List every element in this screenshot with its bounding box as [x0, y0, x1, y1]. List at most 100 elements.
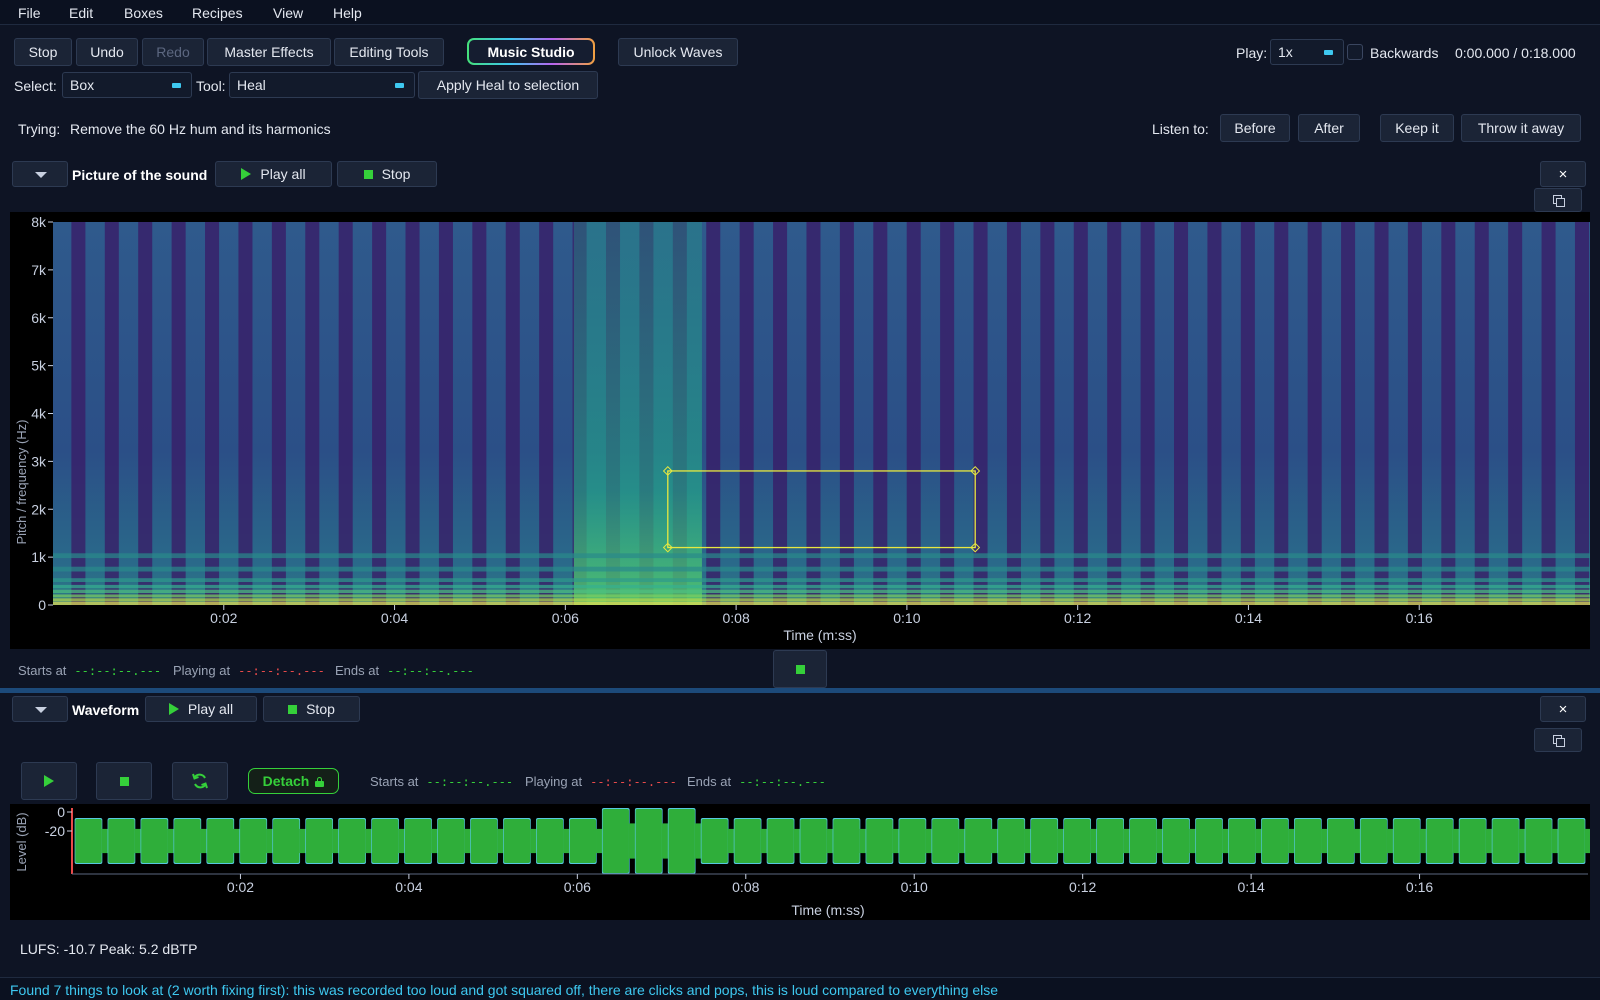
dropdown-marker-icon — [395, 83, 404, 88]
waveform-pulse-tail — [892, 828, 900, 854]
waveform-detach-button[interactable]: Detach — [248, 768, 339, 794]
playing-at-value: --:--:--.--- — [238, 664, 325, 678]
waveform-pulse-tail — [1386, 828, 1394, 854]
master-effects-button[interactable]: Master Effects — [207, 38, 331, 66]
selection-handles[interactable] — [662, 466, 981, 553]
waveform-transport-stop-button[interactable] — [96, 762, 152, 800]
waveform-detach-window-button[interactable] — [1534, 728, 1582, 752]
spectrogram-harmonic-band — [53, 553, 1590, 559]
waveform-collapse-toggle[interactable] — [12, 696, 68, 722]
waveform-pulse-tail — [925, 828, 933, 854]
waveform-pulse-tail — [530, 828, 537, 854]
spectrogram-stripe — [873, 222, 888, 605]
unlock-waves-button[interactable]: Unlock Waves — [618, 38, 738, 66]
waveform-x-axis: 0:02 0:04 0:06 0:08 0:10 0:12 0:14 0:16 — [72, 873, 1588, 895]
waveform-pulse — [1558, 819, 1585, 863]
menu-view[interactable]: View — [273, 5, 304, 21]
tool-dropdown[interactable]: Heal — [229, 72, 415, 98]
stop-button[interactable]: Stop — [14, 38, 72, 66]
waveform-pulse — [273, 819, 300, 863]
throw-away-button[interactable]: Throw it away — [1461, 114, 1581, 142]
copy-window-icon — [1552, 734, 1565, 747]
waveform-pulse — [75, 819, 102, 863]
waveform-play-all-button[interactable]: Play all — [145, 696, 257, 722]
waveform-stop-button[interactable]: Stop — [263, 696, 360, 722]
spectrogram-harmonic-band — [53, 589, 1590, 594]
chevron-down-icon — [35, 707, 47, 713]
spectrogram-stripe — [1407, 222, 1422, 605]
loop-icon — [192, 773, 208, 789]
waveform-chart[interactable]: 0 -20 0:02 0:04 0:06 0:08 0:10 0:12 0:14 0:16 Ti… — [10, 804, 1592, 920]
spectrogram-x-tick-label: 0:10 — [893, 610, 920, 626]
menu-recipes[interactable]: Recipes — [192, 5, 243, 21]
spectrogram-stripe — [940, 222, 955, 605]
backwards-label: Backwards — [1370, 45, 1439, 61]
spectrogram-stripe — [1541, 222, 1556, 605]
spectrogram-x-tick-label: 0:16 — [1406, 610, 1433, 626]
waveform-y-axis-label: Level (dB) — [14, 812, 29, 871]
spectrogram-stop-button[interactable]: Stop — [337, 161, 437, 187]
spectrogram-stripe — [1574, 222, 1589, 605]
waveform-x-tick-label: 0:16 — [1406, 879, 1433, 895]
listen-after-button[interactable]: After — [1298, 114, 1360, 142]
spectrogram-center-stop-button[interactable] — [773, 650, 827, 688]
waveform-play-button[interactable] — [21, 762, 77, 800]
tool-value: Heal — [237, 77, 266, 93]
spectrogram-y-tick-label: 0 — [38, 597, 46, 613]
select-mode-dropdown[interactable]: Box — [62, 72, 192, 98]
spectrogram-stripe — [372, 222, 387, 605]
waveform-pulse — [174, 819, 201, 863]
menu-help[interactable]: Help — [333, 5, 362, 21]
waveform-pulse-tail — [101, 828, 109, 854]
waveform-pulse — [1327, 819, 1355, 863]
menu-bar: File Edit Boxes Recipes View Help — [0, 0, 1600, 25]
waveform-pulse — [1162, 819, 1190, 863]
editing-tools-button[interactable]: Editing Tools — [334, 38, 444, 66]
music-studio-button[interactable]: Music Studio — [467, 38, 595, 65]
backwards-checkbox[interactable] — [1347, 44, 1363, 60]
waveform-pulse — [1195, 819, 1223, 863]
waveform-pulse-tail — [1189, 828, 1196, 854]
waveform-svg[interactable]: 0-20 0:02 0:04 0:06 0:08 0:10 0:12 0:14 0:16 Ti… — [10, 804, 1592, 920]
panel-divider[interactable] — [0, 688, 1600, 693]
spectrogram-collapse-toggle[interactable] — [12, 161, 68, 187]
selection-box[interactable] — [667, 470, 976, 549]
waveform-y-tick-label: -20 — [45, 823, 65, 839]
play-speed-label: Play: — [1236, 45, 1268, 61]
waveform-pulse-tail — [661, 823, 669, 859]
waveform-pulse — [305, 819, 333, 863]
spectrogram-stripe — [1107, 222, 1122, 605]
status-bar: Found 7 things to look at (2 worth fixin… — [0, 977, 1600, 1000]
waveform-loop-button[interactable] — [172, 762, 228, 800]
spectrogram-x-tick-label: 0:06 — [552, 610, 579, 626]
waveform-pulse-tail — [1551, 828, 1559, 854]
waveform-pulse-tail — [233, 828, 241, 854]
waveform-pulse — [404, 819, 432, 863]
undo-button[interactable]: Undo — [76, 38, 138, 66]
waveform-pulse-tail — [958, 828, 966, 854]
chevron-down-icon — [35, 172, 47, 178]
apply-heal-button[interactable]: Apply Heal to selection — [418, 71, 598, 99]
spectrogram-detach-window-button[interactable] — [1534, 188, 1582, 212]
waveform-pulse-tail — [1485, 828, 1493, 854]
keep-it-button[interactable]: Keep it — [1380, 114, 1454, 142]
spectrogram-play-all-button[interactable]: Play all — [215, 161, 332, 187]
ends-at-value: --:--:--.--- — [387, 664, 474, 678]
play-icon — [44, 775, 54, 787]
spectrogram-harmonic-band — [53, 594, 1590, 598]
listen-before-button[interactable]: Before — [1220, 114, 1290, 142]
spectrogram-close-button[interactable]: × — [1540, 161, 1586, 187]
waveform-close-button[interactable]: × — [1540, 696, 1586, 722]
spectrogram-ends-at: Ends at --:--:--.--- — [335, 663, 474, 678]
play-speed-select[interactable]: 1x — [1270, 39, 1344, 65]
menu-boxes[interactable]: Boxes — [124, 5, 163, 21]
redo-button[interactable]: Redo — [142, 38, 204, 66]
waveform-pulse-tail — [1584, 828, 1592, 854]
waveform-y-axis: 0-20 — [45, 804, 72, 839]
menu-edit[interactable]: Edit — [69, 5, 94, 21]
spectrogram-harmonic-band — [53, 601, 1590, 605]
spectrogram-chart[interactable]: 0 1k 2k 3k 4k 5k 6k 7k 8k 0:02 0:04 0:06 0:08 0:10 0:… — [10, 212, 1590, 649]
menu-file[interactable]: File — [18, 5, 41, 21]
spectrogram-stripe — [1474, 222, 1489, 605]
